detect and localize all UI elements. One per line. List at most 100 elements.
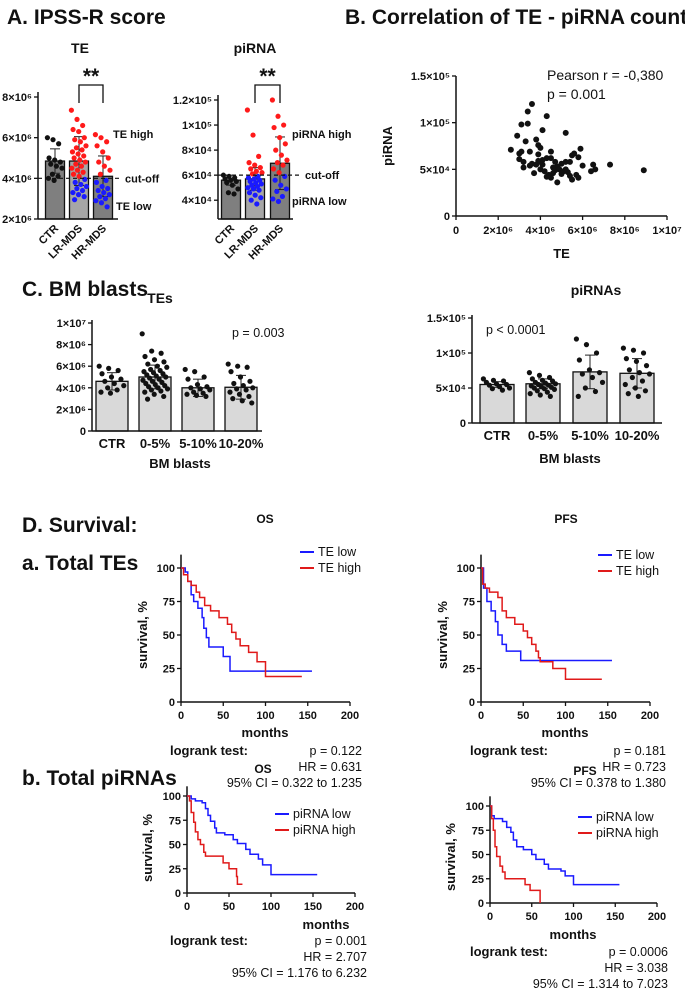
panel-c-title: C. BM blasts <box>22 278 148 301</box>
data-point <box>151 357 158 363</box>
data-point <box>489 386 495 392</box>
data-point <box>630 347 637 353</box>
y-tick-label: 1.2×10⁵ <box>173 95 212 107</box>
data-point <box>274 160 281 166</box>
panel-d-b-title: b. Total piRNAs <box>22 767 177 790</box>
data-point <box>233 178 239 185</box>
data-point <box>235 186 241 192</box>
x-tick-label: 50 <box>223 901 235 913</box>
data-point <box>539 127 546 134</box>
logrank-label: logrank test: <box>470 944 548 959</box>
data-point <box>551 386 558 392</box>
data-point <box>586 367 593 373</box>
data-point <box>593 350 600 356</box>
data-point <box>72 179 78 185</box>
data-point <box>70 189 76 196</box>
data-point <box>246 160 252 166</box>
data-point <box>236 391 243 397</box>
x-tick-label: 100 <box>564 911 582 923</box>
data-point <box>253 168 259 174</box>
data-point <box>101 189 107 196</box>
survival-curve <box>181 567 312 672</box>
data-point <box>99 183 105 190</box>
data-point <box>151 391 157 397</box>
y-tick-label: 8×10⁶ <box>56 340 86 352</box>
data-point <box>272 177 278 183</box>
category-label: 10-20% <box>219 436 264 451</box>
category-label: 5-10% <box>179 436 217 451</box>
data-point <box>562 166 569 173</box>
x-axis-label: TE <box>553 246 570 261</box>
x-tick-label: 50 <box>217 710 229 722</box>
y-tick-label: 75 <box>169 815 181 827</box>
data-point <box>541 168 548 175</box>
chart-title: OS <box>254 762 271 776</box>
data-point <box>98 389 104 395</box>
data-point <box>163 374 169 380</box>
data-point <box>231 380 237 387</box>
y-tick-label: 1.5×10⁵ <box>411 71 450 83</box>
data-point <box>74 116 80 122</box>
data-point <box>277 134 283 141</box>
data-point <box>514 132 521 139</box>
data-point <box>229 182 235 188</box>
data-point <box>201 374 207 380</box>
x-axis-label: months <box>550 927 597 942</box>
data-point <box>70 126 76 133</box>
data-point <box>620 345 627 351</box>
x-tick-label: 0 <box>453 225 459 237</box>
bar-chart-aTE: TECTRLR-MDSHR-MDS2×10⁶4×10⁶6×10⁶8×10⁶cut… <box>2 40 159 262</box>
data-point <box>148 387 155 393</box>
data-point <box>55 173 61 179</box>
y-axis-label: survival, % <box>140 814 155 882</box>
chart-title: PFS <box>573 764 596 778</box>
data-point <box>503 381 510 388</box>
data-point <box>537 392 543 398</box>
data-point <box>77 157 83 163</box>
data-point <box>499 387 506 393</box>
y-tick-label: 5×10⁴ <box>436 383 466 395</box>
data-point <box>562 129 569 136</box>
y-tick-label: 1×10⁵ <box>182 120 212 132</box>
data-point <box>249 400 255 406</box>
high-label: piRNA high <box>292 129 352 141</box>
y-tick-label: 75 <box>163 597 175 609</box>
legend-label: piRNA low <box>293 807 352 821</box>
data-point <box>246 190 253 196</box>
y-tick-label: 25 <box>163 664 175 676</box>
data-point <box>543 113 550 120</box>
data-point <box>104 204 110 210</box>
logrank-label: logrank test: <box>170 743 248 758</box>
x-tick-label: 200 <box>341 710 359 722</box>
x-tick-label: 200 <box>346 901 364 913</box>
data-point <box>554 179 561 186</box>
data-point <box>79 187 86 194</box>
x-axis-label: months <box>542 725 589 740</box>
y-tick-label: 0 <box>478 898 484 910</box>
data-point <box>536 372 543 378</box>
cutoff-label: cut-off <box>305 170 340 182</box>
data-point <box>632 385 638 391</box>
data-point <box>97 194 103 200</box>
legend-label: piRNA low <box>596 810 655 824</box>
data-point <box>203 393 209 400</box>
y-tick-label: 0 <box>444 211 450 223</box>
data-point <box>544 389 550 395</box>
data-point <box>520 164 527 171</box>
data-point <box>71 197 78 203</box>
data-point <box>144 396 151 402</box>
data-point <box>636 370 643 376</box>
panel-d-a-title: a. Total TEs <box>22 552 138 575</box>
chart-title: PFS <box>554 512 577 526</box>
data-point <box>500 378 507 384</box>
logrank-label: logrank test: <box>170 933 248 948</box>
data-point <box>48 161 54 167</box>
data-point <box>234 386 240 392</box>
x-tick-label: 100 <box>262 901 280 913</box>
data-point <box>256 187 262 193</box>
data-point <box>142 389 148 395</box>
y-tick-label: 100 <box>163 791 181 803</box>
y-axis-label: piRNA <box>380 126 395 166</box>
data-point <box>145 361 151 367</box>
data-point <box>73 161 79 167</box>
